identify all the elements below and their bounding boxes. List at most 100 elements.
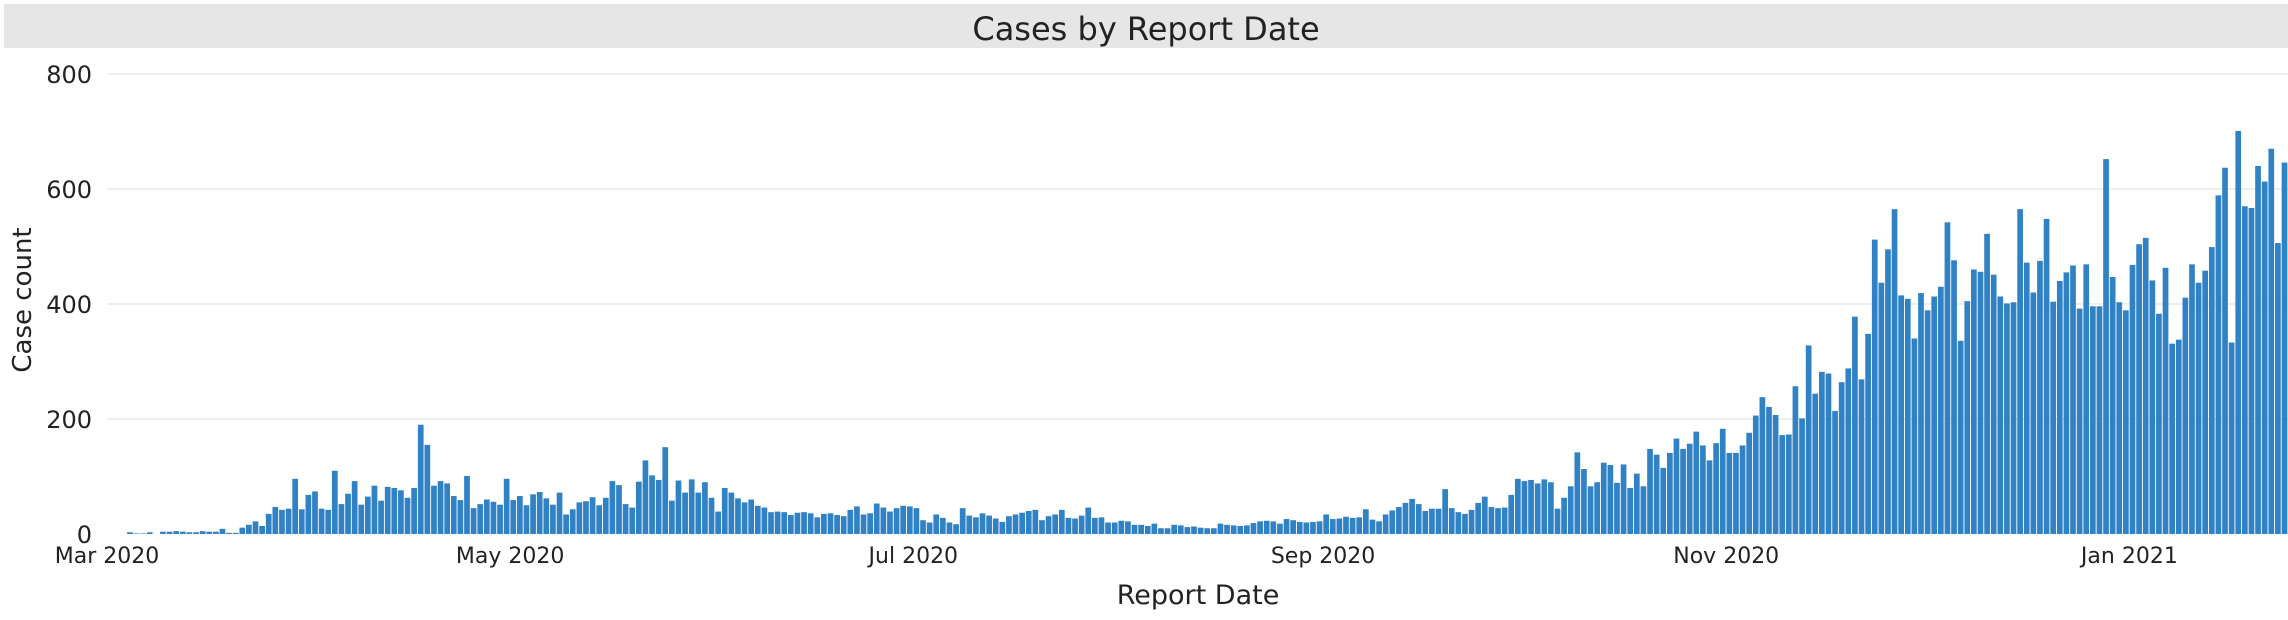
bar[interactable] bbox=[457, 500, 464, 534]
bar[interactable] bbox=[331, 470, 338, 534]
bar[interactable] bbox=[312, 491, 318, 534]
bar[interactable] bbox=[933, 514, 940, 534]
bar[interactable] bbox=[774, 511, 781, 534]
bar[interactable] bbox=[1548, 482, 1554, 534]
bar[interactable] bbox=[1191, 526, 1197, 534]
bar[interactable] bbox=[1092, 517, 1098, 534]
bar[interactable] bbox=[2175, 339, 2182, 534]
bar[interactable] bbox=[1759, 397, 1766, 534]
bar[interactable] bbox=[642, 460, 649, 534]
bar[interactable] bbox=[748, 499, 755, 535]
bar[interactable] bbox=[391, 488, 398, 534]
bar[interactable] bbox=[576, 502, 583, 535]
bar[interactable] bbox=[569, 509, 576, 534]
bar[interactable] bbox=[219, 528, 226, 534]
bar[interactable] bbox=[186, 532, 193, 534]
bar[interactable] bbox=[854, 506, 860, 534]
bar[interactable] bbox=[2083, 264, 2090, 534]
bar[interactable] bbox=[2215, 195, 2222, 534]
bar[interactable] bbox=[2189, 264, 2195, 534]
bar[interactable] bbox=[1462, 513, 1468, 535]
bar[interactable] bbox=[140, 533, 147, 534]
bar[interactable] bbox=[2169, 343, 2175, 534]
bar[interactable] bbox=[239, 527, 246, 534]
bar[interactable] bbox=[1376, 521, 1382, 534]
bar[interactable] bbox=[2241, 206, 2248, 534]
bar[interactable] bbox=[814, 517, 821, 534]
bar[interactable] bbox=[1237, 525, 1244, 534]
bar[interactable] bbox=[2010, 302, 2017, 534]
bar[interactable] bbox=[609, 481, 616, 534]
bar[interactable] bbox=[2268, 148, 2275, 534]
bar[interactable] bbox=[279, 509, 285, 534]
bar[interactable] bbox=[1680, 448, 1686, 534]
bar[interactable] bbox=[1937, 286, 1944, 534]
bar[interactable] bbox=[2162, 267, 2169, 534]
bar[interactable] bbox=[2136, 244, 2142, 534]
bar[interactable] bbox=[259, 525, 265, 534]
bar[interactable] bbox=[556, 492, 563, 534]
bar[interactable] bbox=[735, 498, 741, 534]
bar[interactable] bbox=[649, 475, 655, 534]
bar[interactable] bbox=[424, 444, 431, 535]
bar[interactable] bbox=[2142, 237, 2149, 535]
bar[interactable] bbox=[1111, 522, 1118, 535]
bar[interactable] bbox=[450, 496, 457, 534]
bar[interactable] bbox=[2096, 306, 2103, 534]
bar[interactable] bbox=[675, 480, 682, 534]
bar[interactable] bbox=[272, 506, 279, 534]
bar[interactable] bbox=[1766, 406, 1772, 534]
bar[interactable] bbox=[906, 506, 913, 534]
bar[interactable] bbox=[173, 531, 180, 535]
bar[interactable] bbox=[602, 497, 609, 534]
bar[interactable] bbox=[834, 515, 840, 534]
bar[interactable] bbox=[2129, 264, 2136, 534]
bar[interactable] bbox=[1812, 393, 1819, 534]
bar[interactable] bbox=[669, 500, 675, 534]
bar[interactable] bbox=[497, 504, 503, 534]
bar[interactable] bbox=[1072, 518, 1078, 534]
bar[interactable] bbox=[946, 522, 953, 535]
bar[interactable] bbox=[1197, 527, 1204, 534]
bar[interactable] bbox=[1138, 524, 1144, 534]
bar[interactable] bbox=[2004, 303, 2010, 534]
bar[interactable] bbox=[530, 494, 536, 534]
bar[interactable] bbox=[199, 531, 206, 535]
bar[interactable] bbox=[2017, 209, 2023, 535]
bar[interactable] bbox=[787, 515, 794, 534]
bar[interactable] bbox=[1058, 509, 1065, 534]
bar[interactable] bbox=[1726, 452, 1733, 534]
bar[interactable] bbox=[1078, 515, 1085, 534]
bar[interactable] bbox=[860, 514, 867, 534]
bar[interactable] bbox=[1105, 522, 1111, 535]
bar[interactable] bbox=[1369, 519, 1376, 535]
bar[interactable] bbox=[1448, 508, 1455, 535]
bar[interactable] bbox=[1177, 525, 1184, 535]
bar[interactable] bbox=[999, 521, 1006, 534]
bar[interactable] bbox=[431, 485, 437, 534]
bar[interactable] bbox=[133, 533, 140, 534]
bar[interactable] bbox=[1819, 371, 1825, 534]
bar[interactable] bbox=[1534, 483, 1541, 534]
bar[interactable] bbox=[1574, 452, 1581, 534]
bar[interactable] bbox=[781, 512, 788, 534]
bar[interactable] bbox=[318, 508, 325, 534]
bar[interactable] bbox=[1151, 523, 1158, 534]
bar[interactable] bbox=[1455, 512, 1462, 534]
bar[interactable] bbox=[398, 490, 404, 534]
bar[interactable] bbox=[1442, 489, 1448, 534]
bar[interactable] bbox=[1944, 222, 1951, 534]
bar[interactable] bbox=[1501, 507, 1508, 534]
bar[interactable] bbox=[1964, 301, 1971, 535]
bar[interactable] bbox=[1468, 509, 1475, 534]
bar[interactable] bbox=[583, 501, 589, 534]
bar[interactable] bbox=[1032, 509, 1039, 534]
bar[interactable] bbox=[1984, 233, 1990, 534]
bar[interactable] bbox=[1971, 269, 1977, 535]
bar[interactable] bbox=[926, 522, 933, 535]
bar[interactable] bbox=[2037, 260, 2043, 535]
bar[interactable] bbox=[1039, 520, 1045, 534]
bar[interactable] bbox=[1587, 486, 1594, 534]
bar[interactable] bbox=[1277, 523, 1283, 534]
bar[interactable] bbox=[1871, 239, 1878, 534]
